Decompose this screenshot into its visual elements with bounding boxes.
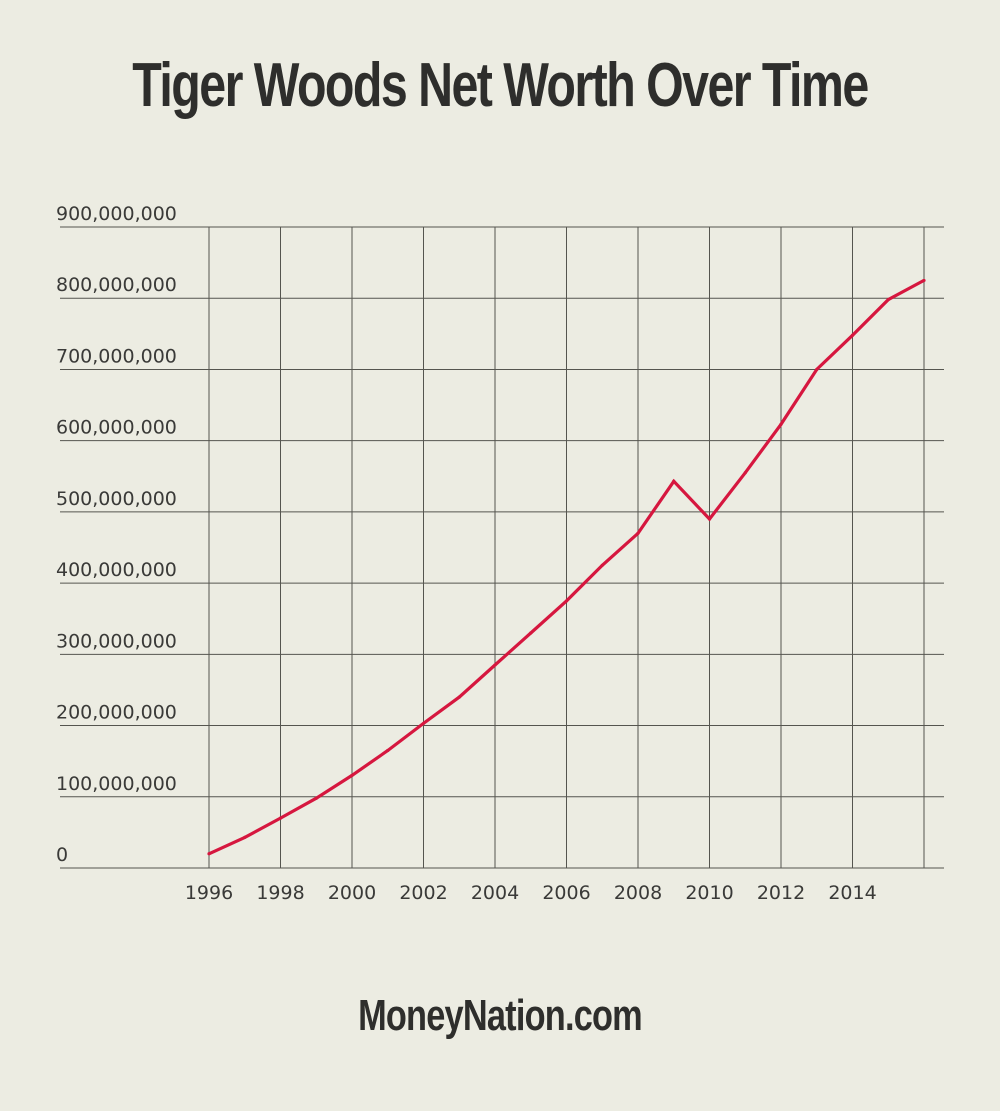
x-tick-label: 2000 [328, 882, 376, 904]
data-point [350, 773, 354, 778]
x-tick-label: 2002 [399, 882, 447, 904]
y-tick-label: 200,000,000 [56, 702, 177, 724]
series-layer [207, 278, 926, 856]
data-point [779, 422, 783, 426]
data-point [386, 748, 390, 753]
data-point [672, 479, 676, 483]
y-tick-label: 0 [56, 844, 68, 866]
y-tick-label: 400,000,000 [56, 559, 177, 581]
x-tick-label: 1996 [185, 882, 233, 904]
data-point [314, 796, 318, 800]
y-tick-label: 600,000,000 [56, 417, 177, 439]
x-tick-label: 1998 [256, 882, 304, 904]
data-point [707, 517, 712, 521]
data-point [457, 695, 461, 699]
x-tick-label: 2010 [685, 882, 733, 904]
data-point [278, 816, 283, 820]
y-tick-label: 800,000,000 [56, 274, 177, 296]
y-tick-label: 500,000,000 [56, 488, 177, 510]
x-tick-label: 2012 [757, 882, 805, 904]
x-tick-label: 2004 [471, 882, 519, 904]
y-tick-label: 300,000,000 [56, 630, 177, 652]
data-point [243, 835, 247, 839]
data-point [922, 278, 926, 283]
data-point [421, 721, 426, 726]
data-point [600, 563, 604, 567]
data-point [850, 333, 855, 337]
y-tick-label: 100,000,000 [56, 773, 177, 795]
source-footer: MoneyNation.com [358, 991, 643, 1040]
data-point [636, 531, 640, 535]
y-axis-tick-labels: 0 100,000,000 200,000,000 300,000,000 400,00… [56, 203, 177, 866]
chart-title: Tiger Woods Net Worth Over Time [132, 51, 869, 120]
x-tick-label: 2006 [542, 882, 590, 904]
grid [60, 226, 944, 869]
y-tick-label: 700,000,000 [56, 345, 177, 367]
data-point [564, 599, 569, 603]
data-point [207, 852, 211, 856]
x-axis-tick-labels: 1996 1998 2000 2002 2004 2006 2008 2010 2012 2014 [185, 882, 877, 904]
data-point [886, 298, 890, 302]
y-tick-label: 900,000,000 [56, 203, 177, 225]
data-point [493, 663, 497, 667]
x-tick-label: 2008 [614, 882, 662, 904]
data-point [529, 631, 533, 635]
x-tick-label: 2014 [828, 882, 876, 904]
data-point [743, 471, 747, 475]
data-point [815, 367, 819, 372]
